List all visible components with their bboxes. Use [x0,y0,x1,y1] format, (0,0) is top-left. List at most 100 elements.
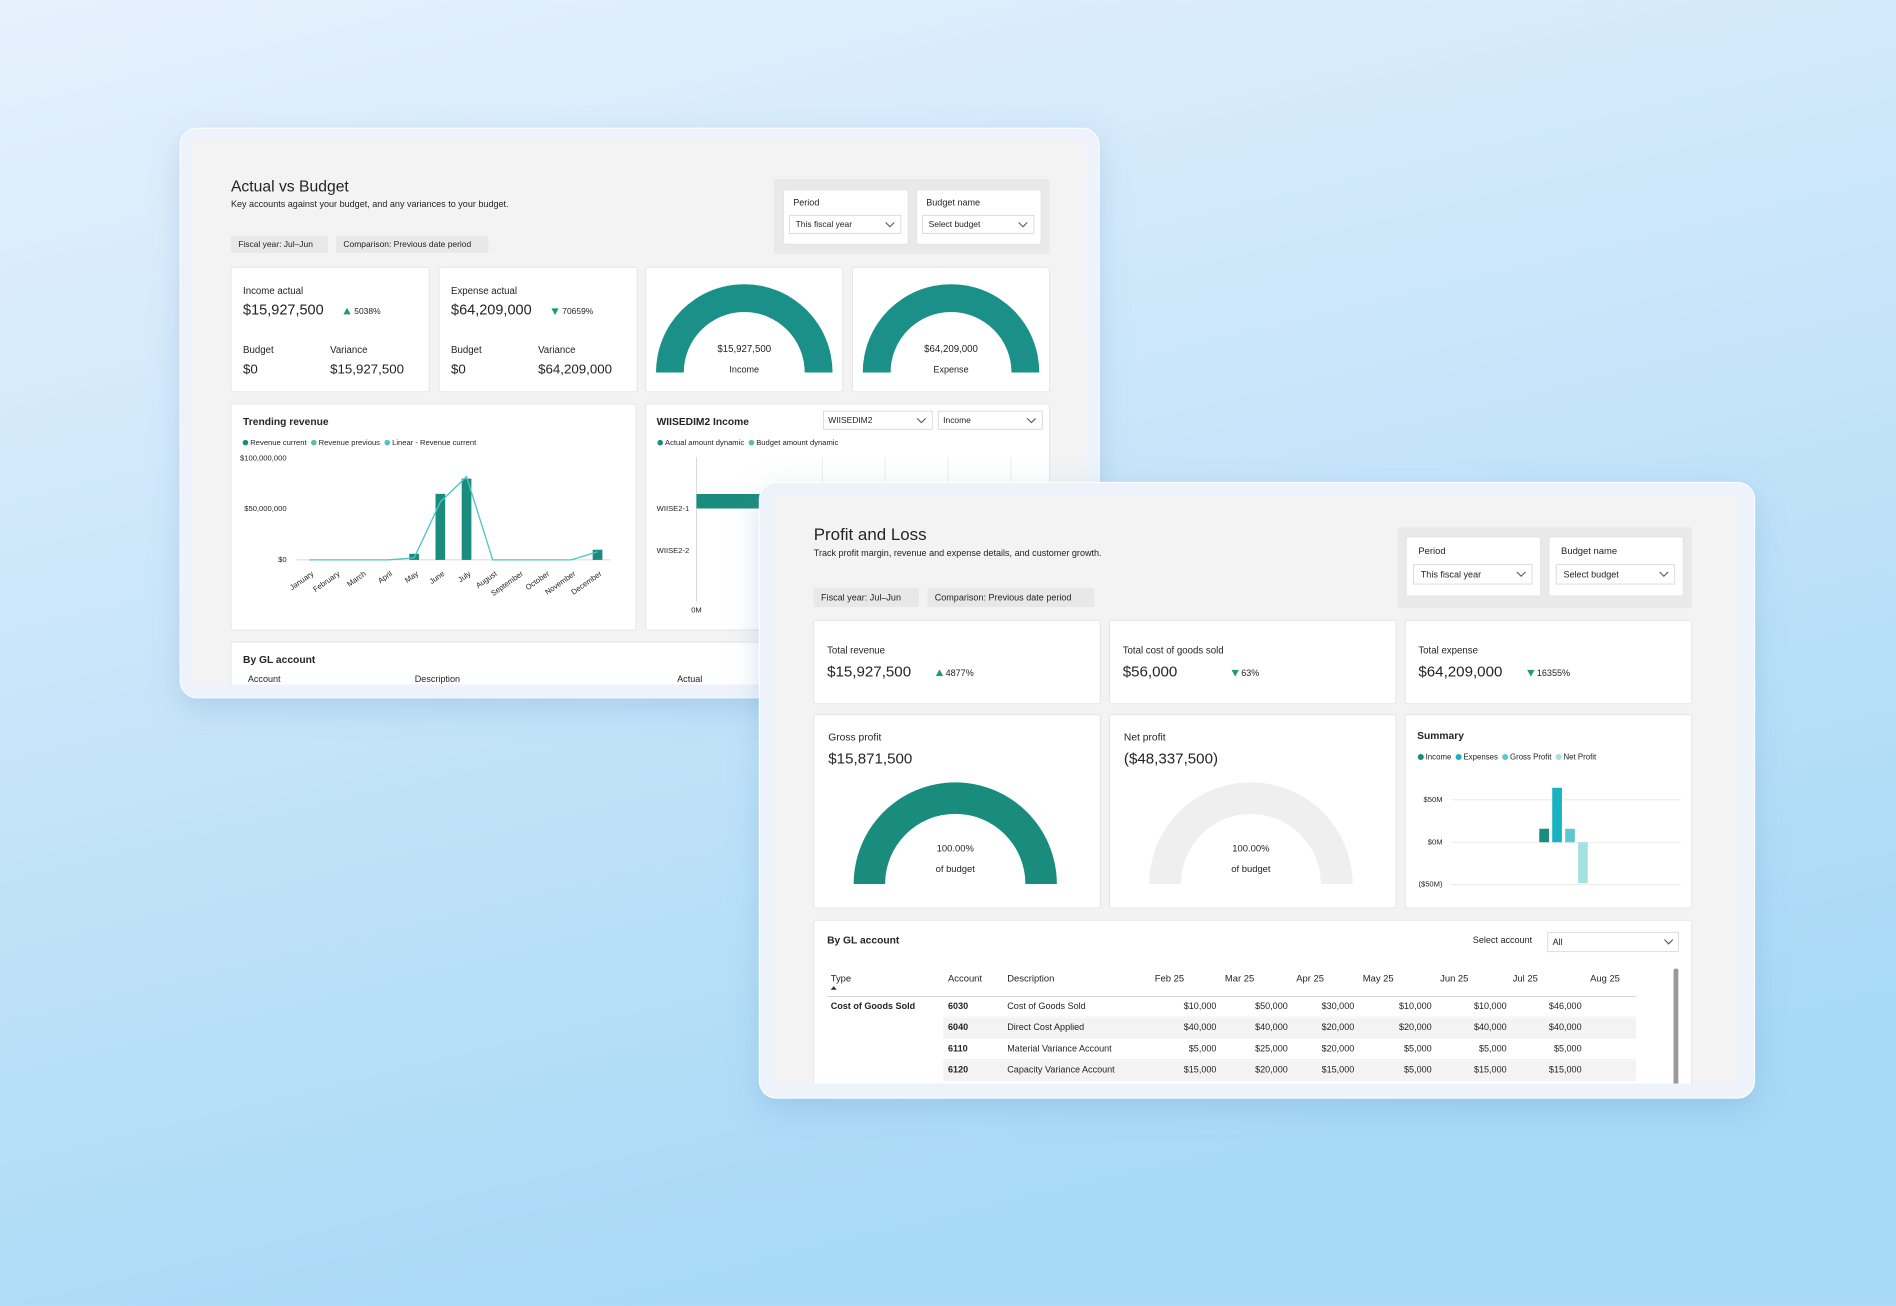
trend-arrow [935,669,944,676]
dropdown[interactable] [789,214,902,234]
kpi-sub-label: Budget [451,345,482,356]
kpi-value: $15,927,500 [827,663,911,680]
description-cell: Direct Cost Applied [1007,1022,1084,1032]
dropdown-placeholder: This fiscal year [1421,569,1481,579]
column-header[interactable]: Apr 25 [1296,972,1324,983]
gauge-label: Expense [933,364,968,374]
gauge-arc [655,284,833,373]
kpi-sub-label: Variance [538,345,575,356]
legend-label: Expenses [1463,753,1498,762]
chevron [916,418,927,424]
chip-label: Fiscal year: Jul–Jun [821,592,901,602]
column-header: Description [415,674,460,684]
row-stripe [943,1018,1637,1038]
x-tick-label: 0M [691,606,702,615]
kpi-sub-value: $15,927,500 [330,362,404,377]
kpi-value: $64,209,000 [451,303,532,319]
chart-title: WIISEDIM2 Income [657,417,750,428]
amount-cell: $40,000 [1549,1022,1582,1032]
table-title: By GL account [827,936,900,947]
trend-arrow [551,308,559,316]
page-subtitle: Track profit margin, revenue and expense… [814,548,1102,558]
bar [1565,828,1575,843]
dropdown-value: WIISEDIM2 [828,415,872,425]
legend-label: Linear - Revenue current [392,438,477,447]
dropdown-placeholder: Select budget [929,219,981,229]
chart-title: Trending revenue [243,417,329,428]
dropdown-placeholder: Select budget [1563,569,1619,579]
dropdown[interactable] [922,214,1035,234]
column-header[interactable]: May 25 [1363,972,1394,983]
row-group-label: Cost of Goods Sold [831,1001,915,1011]
trend-arrow [1527,669,1535,677]
filter-label: Period [793,198,819,208]
kpi-label: Total revenue [827,646,885,657]
gauge-percent: 100.00% [1232,842,1270,853]
gauge-arc [853,782,1057,884]
kpi-change: 16355% [1537,668,1570,678]
legend-marker [311,439,317,446]
page-subtitle: Key accounts against your budget, and an… [231,199,509,209]
kpi-sub-label: Budget [243,345,274,356]
dropdown[interactable] [1547,931,1679,953]
kpi-label: Expense actual [451,286,517,297]
legend-marker [242,439,249,446]
scrollbar[interactable] [1673,968,1679,1085]
amount-cell: $10,000 [1399,1001,1432,1011]
description-cell: Cost of Goods Sold [1007,1001,1085,1011]
column-header[interactable]: Aug 25 [1590,972,1620,983]
kpi-change: 63% [1241,668,1259,678]
gauge-arc [1149,782,1353,884]
legend-marker [1417,753,1424,761]
kpi-label: Income actual [243,286,303,297]
trend-line [309,475,598,561]
filter-chip [336,235,489,253]
gauge-caption: of budget [1231,863,1271,874]
amount-cell: $30,000 [1322,1001,1355,1011]
kpi-card [1108,619,1397,705]
dropdown[interactable] [823,410,933,430]
dropdown-value: Income [943,415,971,425]
filter-chip [927,587,1095,608]
amount-cell: $5,000 [1189,1043,1217,1053]
dropdown[interactable] [937,410,1043,430]
column-header[interactable]: Account [948,972,982,983]
chart-card [1404,714,1693,909]
column-header[interactable]: Mar 25 [1225,972,1254,983]
y-tick-label: WIISE2-2 [657,546,690,555]
kpi-label: Total expense [1418,646,1478,657]
amount-cell: $40,000 [1474,1022,1507,1032]
table-card [813,919,1693,1084]
select-label: Select account [1473,935,1533,945]
amount-cell: $20,000 [1322,1022,1355,1032]
y-tick-label: $50,000,000 [244,504,286,513]
filter-label: Period [1418,545,1445,556]
column-header[interactable]: Feb 25 [1155,972,1184,983]
kpi-label: Total cost of goods sold [1123,646,1224,657]
legend-label: Actual amount dynamic [665,438,744,447]
gauge-value: $15,871,500 [828,750,912,767]
dropdown-placeholder: This fiscal year [796,219,853,229]
y-tick-label: ($50M) [1418,880,1443,889]
gauge-value: $64,209,000 [924,344,978,355]
column-header[interactable]: Jul 25 [1513,972,1538,983]
column-header[interactable]: Type [831,972,851,983]
column-header[interactable]: Description [1007,972,1054,983]
kpi-change: 4877% [946,668,974,678]
kpi-sub-value: $0 [451,362,466,377]
kpi-value: $56,000 [1123,663,1178,680]
column-header[interactable]: Jun 25 [1440,972,1468,983]
dropdown[interactable] [1413,564,1533,585]
gauge-value: ($48,337,500) [1124,750,1218,767]
account-cell: 6030 [948,1001,968,1011]
account-cell: 6110 [948,1043,968,1053]
amount-cell: $5,000 [1479,1043,1507,1053]
amount-cell: $25,000 [1255,1043,1288,1053]
legend-marker [748,439,755,446]
kpi-change: 5038% [354,306,381,316]
chevron [1026,418,1037,424]
dropdown[interactable] [1555,564,1676,585]
chip-label: Comparison: Previous date period [935,592,1072,602]
